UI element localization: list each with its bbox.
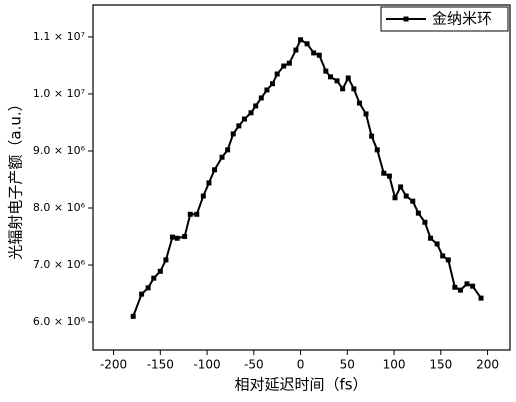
marker bbox=[200, 193, 206, 199]
marker bbox=[151, 275, 157, 281]
marker bbox=[264, 87, 270, 93]
marker bbox=[434, 241, 440, 247]
marker bbox=[345, 75, 351, 81]
marker bbox=[327, 74, 333, 80]
marker bbox=[316, 52, 322, 58]
marker bbox=[323, 68, 329, 74]
x-tick-label: 200 bbox=[476, 358, 499, 372]
x-tick-label: 100 bbox=[383, 358, 406, 372]
marker bbox=[415, 210, 421, 216]
marker bbox=[440, 253, 446, 259]
marker bbox=[157, 268, 163, 274]
marker bbox=[194, 211, 200, 217]
marker bbox=[311, 50, 317, 56]
marker bbox=[298, 37, 304, 43]
plot-frame bbox=[92, 4, 511, 351]
marker bbox=[174, 235, 180, 241]
marker bbox=[230, 131, 236, 137]
marker bbox=[363, 111, 369, 117]
marker bbox=[274, 71, 280, 77]
marker bbox=[206, 180, 212, 186]
marker bbox=[130, 313, 136, 319]
marker bbox=[253, 103, 259, 109]
marker bbox=[270, 81, 276, 87]
marker bbox=[281, 63, 287, 69]
series-line bbox=[132, 38, 482, 317]
marker bbox=[428, 235, 434, 241]
marker bbox=[351, 86, 357, 92]
marker bbox=[392, 195, 398, 201]
x-tick-label: 0 bbox=[297, 358, 305, 372]
y-tick-label: 9.0 × 10⁶ bbox=[33, 144, 86, 157]
marker bbox=[182, 234, 188, 240]
marker bbox=[386, 173, 392, 179]
marker bbox=[398, 184, 404, 190]
marker bbox=[241, 116, 247, 122]
marker bbox=[258, 95, 264, 101]
marker bbox=[334, 78, 340, 84]
marker bbox=[470, 283, 476, 289]
legend-label: 金纳米环 bbox=[432, 10, 492, 28]
marker bbox=[464, 281, 470, 287]
x-tick-label: 50 bbox=[340, 358, 355, 372]
marker bbox=[145, 285, 151, 291]
marker bbox=[304, 41, 310, 47]
x-tick-label: -100 bbox=[193, 358, 220, 372]
y-axis-label: 光辐射电子产额（a.u.） bbox=[7, 96, 25, 259]
marker bbox=[356, 100, 362, 106]
marker bbox=[286, 60, 292, 66]
marker bbox=[445, 257, 451, 263]
x-tick-label: -50 bbox=[244, 358, 264, 372]
x-axis-label: 相对延迟时间（fs） bbox=[234, 376, 367, 394]
x-tick-label: -200 bbox=[100, 358, 127, 372]
marker bbox=[139, 291, 145, 297]
marker bbox=[410, 198, 416, 204]
marker bbox=[422, 219, 428, 225]
marker bbox=[248, 110, 254, 116]
y-tick-label: 6.0 × 10⁶ bbox=[33, 315, 86, 328]
x-tick-label: 150 bbox=[429, 358, 452, 372]
x-tick-label: -150 bbox=[147, 358, 174, 372]
marker bbox=[187, 211, 193, 217]
marker bbox=[212, 167, 218, 173]
legend-marker bbox=[403, 16, 409, 22]
y-tick-label: 8.0 × 10⁶ bbox=[33, 201, 86, 214]
marker bbox=[403, 193, 409, 199]
marker bbox=[225, 147, 231, 153]
marker bbox=[163, 257, 169, 263]
marker bbox=[374, 147, 380, 153]
y-tick-label: 7.0 × 10⁶ bbox=[33, 258, 86, 271]
marker bbox=[340, 86, 346, 92]
marker bbox=[452, 284, 458, 290]
marker bbox=[381, 170, 387, 176]
marker bbox=[478, 295, 484, 301]
y-tick-label: 1.0 × 10⁷ bbox=[33, 87, 85, 100]
marker bbox=[369, 133, 375, 139]
marker bbox=[457, 287, 463, 293]
marker bbox=[169, 234, 175, 240]
marker bbox=[236, 123, 242, 129]
marker bbox=[293, 47, 299, 53]
y-tick-label: 1.1 × 10⁷ bbox=[33, 30, 85, 43]
marker bbox=[219, 154, 225, 160]
